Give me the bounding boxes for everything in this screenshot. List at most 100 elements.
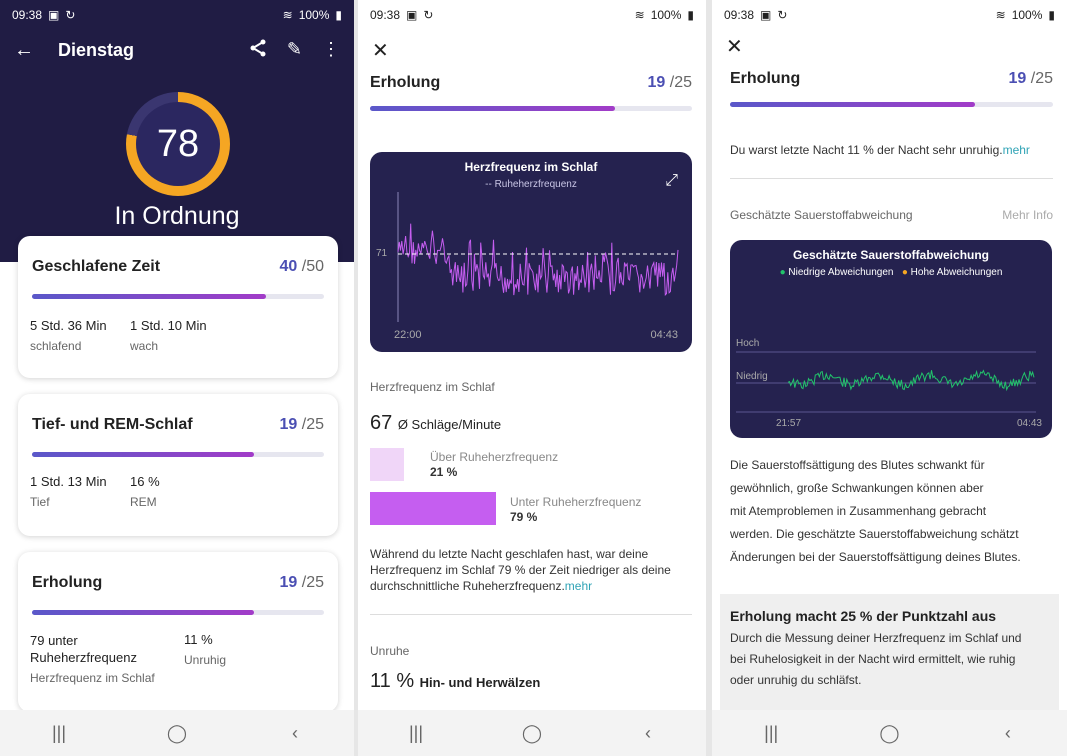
x-start-label: 21:57: [776, 418, 802, 429]
more-link[interactable]: mehr: [564, 579, 593, 593]
x-start-label: 22:00: [394, 329, 422, 341]
back-icon[interactable]: ‹: [1004, 722, 1011, 743]
chart-title: Geschätzte Sauerstoffabweichung: [792, 248, 990, 262]
sleep-score: 78: [136, 102, 220, 186]
x-end-label: 04:43: [650, 329, 678, 341]
heart-rate-chart[interactable]: Herzfrequenz im Schlaf -- Ruheherzfreque…: [370, 152, 692, 352]
edit-icon[interactable]: ✎: [286, 38, 302, 59]
back-icon[interactable]: ‹: [292, 722, 298, 743]
stat-awake: 1 Std. 10 Min wach: [130, 318, 207, 353]
section-title: Erholung: [370, 74, 441, 91]
app-header: ← Dienstag ✎ ⋮: [0, 34, 354, 66]
info-box: Erholung macht 25 % der Punktzahl aus Du…: [720, 594, 1059, 710]
below-swatch: [370, 492, 497, 525]
back-icon[interactable]: ‹: [645, 722, 651, 743]
close-icon[interactable]: ✕: [726, 36, 743, 58]
above-label: Über Ruheherzfrequenz: [430, 450, 559, 464]
status-bar: 09:38 ▣ ↻ ≋ 100% ▮: [0, 0, 354, 30]
gallery-icon: ▣: [406, 8, 418, 22]
gallery-icon: ▣: [48, 8, 60, 22]
y-low-label: Niedrig: [736, 371, 768, 382]
oxygen-series: [787, 369, 1035, 392]
wifi-icon: ≋: [634, 8, 645, 22]
card-recovery[interactable]: Erholung 19 /25 79 unter Ruheherzfrequen…: [18, 552, 338, 712]
overview-panel: 09:38 ▣ ↻ ≋ 100% ▮ ← Dienstag ✎ ⋮ 78 In Ordn…: [0, 0, 354, 756]
clock: 09:38: [12, 8, 43, 22]
sync-icon: ↻: [65, 8, 76, 22]
oxygen-chart[interactable]: Geschätzte Sauerstoffabweichung ● Niedri…: [730, 240, 1052, 438]
battery-level: 100%: [1011, 8, 1043, 22]
stat-restless: 11 % Unruhig: [184, 632, 227, 667]
stat-rem: 16 % REM: [130, 474, 160, 509]
more-icon[interactable]: ⋮: [322, 38, 340, 59]
battery-level: 100%: [650, 8, 682, 22]
above-value: 21 %: [430, 465, 458, 479]
system-nav-bar: ||| ◯ ‹: [0, 710, 354, 756]
clock: 09:38: [724, 8, 755, 22]
recents-icon[interactable]: |||: [408, 722, 424, 743]
stat-asleep: 5 Std. 36 Min schlafend: [30, 318, 107, 353]
recents-icon[interactable]: |||: [51, 722, 67, 743]
hr-label: Herzfrequenz im Schlaf: [370, 380, 495, 394]
home-icon[interactable]: ◯: [521, 722, 543, 743]
chart-legend: -- Ruheherzfrequenz: [485, 179, 577, 190]
card-title: Erholung: [32, 574, 103, 591]
recents-icon[interactable]: |||: [764, 722, 779, 743]
oxygen-explanation: Die Sauerstoffsättigung des Blutes schwa…: [730, 458, 1021, 564]
close-icon[interactable]: ✕: [372, 40, 389, 62]
chart-legend: ● Niedrige Abweichungen ● Hohe Abweichun…: [779, 267, 1003, 278]
unrest-label: Unruhe: [370, 644, 410, 658]
back-arrow-icon[interactable]: ←: [14, 38, 34, 61]
score-header: 09:38 ▣ ↻ ≋ 100% ▮ ← Dienstag ✎ ⋮ 78 In Ordn…: [0, 0, 354, 262]
card-score: 19 /25: [279, 416, 325, 433]
divider: [730, 178, 1053, 179]
legend-high-dot: ●: [901, 267, 908, 278]
home-icon[interactable]: ◯: [879, 722, 900, 743]
below-label: Unter Ruheherzfrequenz: [510, 495, 642, 509]
system-nav-bar: ||| ◯ ‹: [358, 710, 706, 756]
status-bar: 09:38 ▣ ↻ ≋ 100% ▮: [712, 0, 1067, 30]
section-score: 19 /25: [1008, 70, 1054, 87]
sync-icon: ↻: [777, 8, 788, 22]
gallery-icon: ▣: [760, 8, 772, 22]
legend-low-dot: ●: [779, 267, 786, 278]
unrest-value: 11 % Hin- und Herwälzen: [370, 670, 541, 692]
oxygen-plot: [736, 351, 1036, 413]
card-sleep-time[interactable]: Geschlafene Zeit 40 /50 5 Std. 36 Min sch…: [18, 236, 338, 378]
heart-rate-panel: 09:38 ▣ ↻ ≋ 100% ▮ ✕ Erholung 19 /25 Herzfre…: [358, 0, 706, 756]
progress-bar: [32, 452, 324, 457]
below-value: 79 %: [510, 510, 538, 524]
y-high-label: Hoch: [736, 338, 760, 349]
card-title: Geschlafene Zeit: [32, 258, 161, 275]
info-box-title: Erholung macht 25 % der Punktzahl aus: [730, 608, 997, 624]
card-deep-rem[interactable]: Tief- und REM-Schlaf 19 /25 1 Std. 13 Mi…: [18, 394, 338, 536]
card-score: 19 /25: [279, 574, 325, 591]
oxygen-label: Geschätzte Sauerstoffabweichung: [730, 208, 913, 222]
hr-average: 67 Ø Schläge/Minute: [370, 412, 502, 434]
wifi-icon: ≋: [282, 8, 293, 22]
home-icon[interactable]: ◯: [166, 722, 188, 743]
section-title: Erholung: [730, 70, 801, 87]
x-end-label: 04:43: [1016, 418, 1042, 429]
divider: [706, 0, 712, 756]
card-score: 40 /50: [279, 258, 325, 275]
progress-bar: [32, 610, 324, 615]
progress-bar: [32, 294, 324, 299]
share-icon[interactable]: [249, 39, 267, 62]
sync-icon: ↻: [423, 8, 434, 22]
score-ring: 78: [126, 92, 230, 196]
stat-below-resting: 79 unter Ruheherzfrequenz Herzfrequenz im…: [30, 633, 155, 685]
above-swatch: [370, 448, 404, 481]
more-link[interactable]: mehr: [1002, 143, 1030, 157]
expand-icon[interactable]: ⤢: [665, 172, 678, 189]
status-bar: 09:38 ▣ ↻ ≋ 100% ▮: [358, 0, 706, 30]
heart-rate-plot: [397, 192, 679, 322]
page-title: Dienstag: [58, 39, 135, 60]
battery-icon: ▮: [687, 8, 694, 22]
battery-icon: ▮: [1048, 8, 1055, 22]
chart-title: Herzfrequenz im Schlaf: [464, 160, 598, 174]
more-info-link[interactable]: Mehr Info: [1002, 208, 1053, 222]
battery-level: 100%: [298, 8, 330, 22]
battery-icon: ▮: [335, 8, 342, 22]
oxygen-panel: 09:38 ▣ ↻ ≋ 100% ▮ ✕ Erholung 19 /25 Du wars…: [712, 0, 1067, 756]
